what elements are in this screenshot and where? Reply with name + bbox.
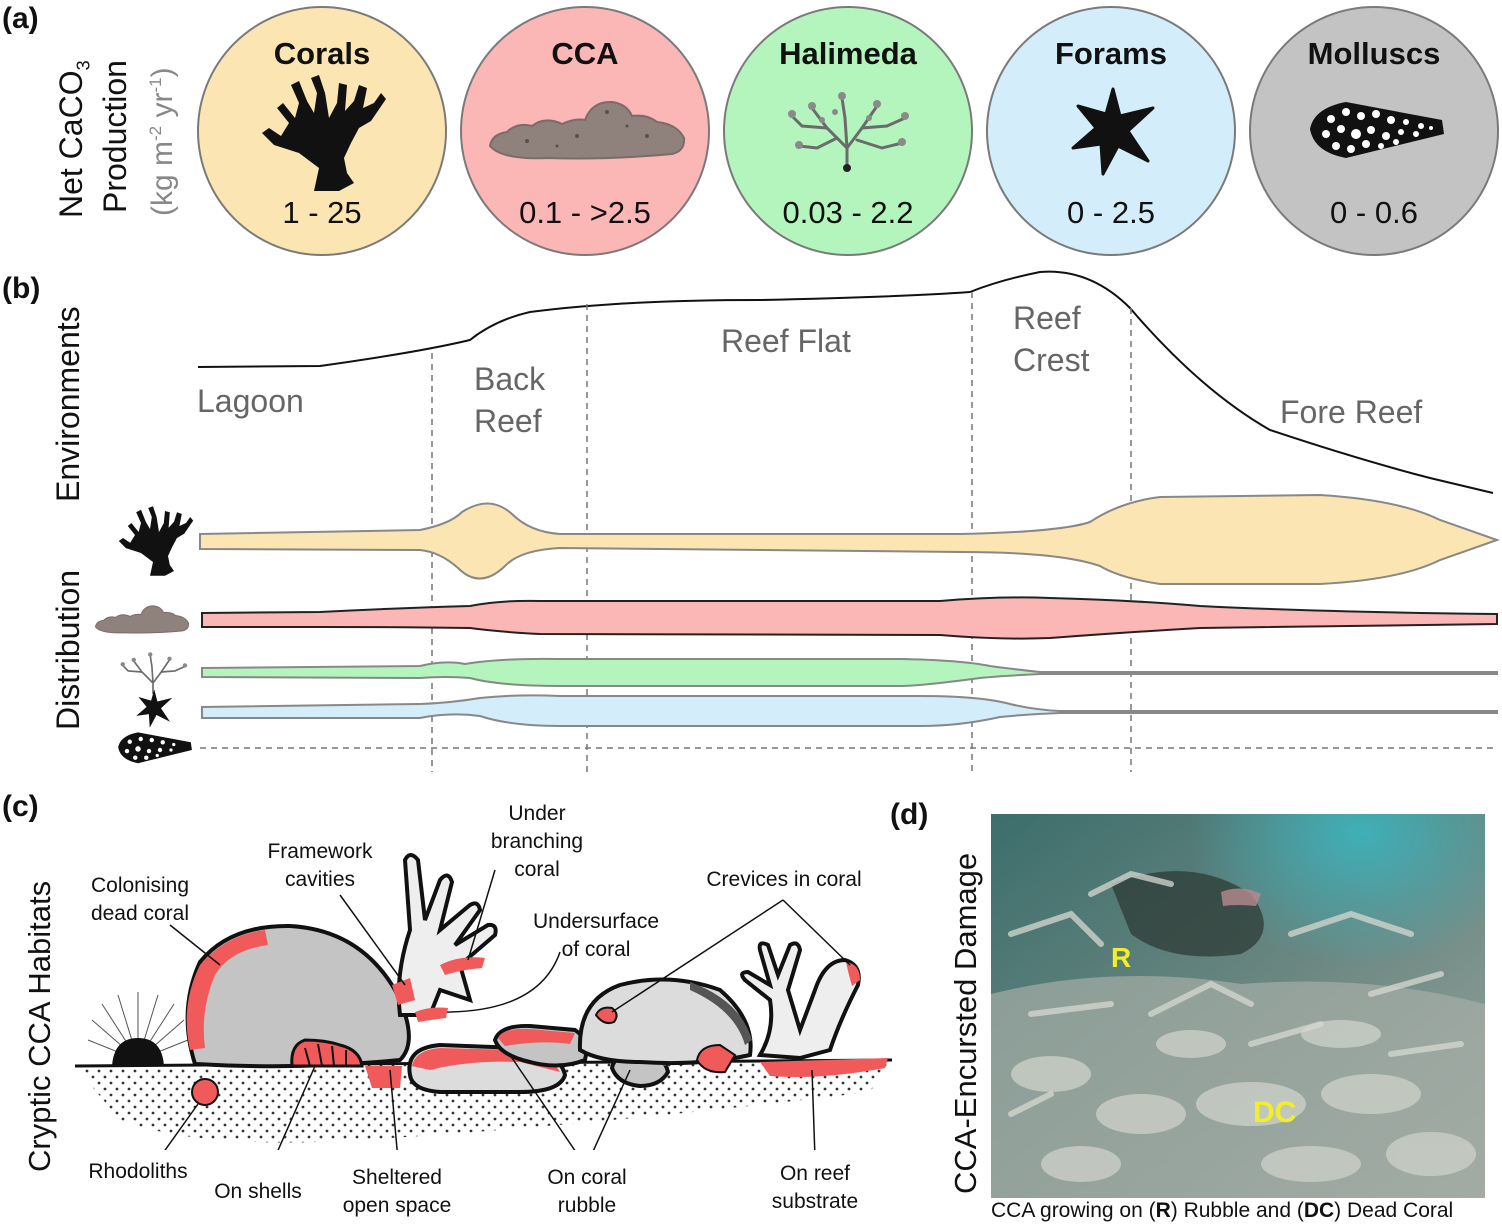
marker-dc: DC [1253,1096,1297,1129]
mollusc-row-icon [118,732,192,764]
molluscs-circle: Molluscs 0 - 0.6 [1249,6,1499,256]
cca-name: CCA [551,36,619,71]
cca-reef-substrate [760,1058,888,1077]
branching-coral [396,853,498,1017]
foram-icon [1071,87,1155,176]
crevices-leader-1 [611,899,784,1013]
label-on-shells: On shells [214,1180,302,1203]
label-on-coral-rubble: On coral rubble [547,1166,627,1217]
right-boulder [577,977,753,1066]
underwater-photo-render [991,814,1485,1198]
mollusc-icon [1310,102,1444,158]
label-sheltered-open-space: Sheltered open space [342,1166,452,1217]
foram-row-icon [136,689,173,728]
panel-a-label: (a) [2,2,39,35]
cca-value: 0.1 - >2.5 [519,195,651,230]
production-units-label: (kg m-2 yr-1) [146,67,179,216]
label-undersurface-of-coral: Undersurface of coral [532,910,660,961]
label-under-branching-coral: Under branching coral [490,802,584,881]
cca-framework [392,978,415,1005]
corals-circle: Corals 1 - 25 [197,6,447,256]
cca-sheltered [365,1066,402,1088]
sediment [75,1062,890,1143]
cca-undersurface [415,1007,448,1022]
zone-reef-flat: Reef Flat [721,323,851,359]
substrate-leader [811,1069,816,1150]
shells-leader [277,1065,316,1150]
rhodolith-leader [164,1103,199,1150]
cca-crevice-1 [594,1006,618,1025]
cca-encrusted-damage-label: CCA-Encursted Damage [948,852,983,1194]
molluscs-name: Molluscs [1307,36,1441,71]
cca-row-icon [94,605,190,634]
rhodolith [191,1078,219,1106]
panel-b-label: (b) [2,272,41,305]
shells [290,1038,364,1068]
cryptic-habitats-label: Cryptic CCA Habitats [22,880,57,1172]
halimeda-distribution-band [201,657,1498,687]
molluscs-value: 0 - 0.6 [1330,195,1418,230]
framework-leader [339,894,406,986]
cca-colonising [186,930,268,1050]
rubble-leader-2 [592,1069,631,1150]
cca-circle: CCA 0.1 - >2.5 [460,6,710,256]
sea-urchin-body [112,1038,164,1066]
label-framework-cavities: Framework cavities [267,840,373,891]
crevices-leader-2 [782,899,851,966]
cryptic-habitats-diagram [74,853,893,1150]
corals-value: 1 - 25 [282,195,362,230]
cca-icon [488,100,686,160]
photo-caption: CCA growing on (R) Rubble and (DC) Dead … [991,1199,1454,1222]
corals-name: Corals [273,36,371,71]
reef-profile-line [197,270,1494,494]
zone-reef-crest: Reef Crest [1013,300,1090,378]
zone-back-reef: Back Reef [474,361,546,439]
label-rhodoliths: Rhodoliths [88,1160,188,1183]
halimeda-circle: Halimeda 0.03 - 2.2 [723,6,973,256]
cca-rubble-2 [498,1028,575,1046]
halimeda-row-icon [120,652,188,695]
forams-circle: Forams 0 - 2.5 [986,6,1236,256]
corals-distribution-band [199,493,1501,585]
halimeda-icon [788,92,909,172]
zone-lagoon: Lagoon [197,383,304,419]
halimeda-value: 0.03 - 2.2 [782,195,914,230]
underwater-photo: R DC [991,814,1485,1198]
panel-c-label: (c) [2,790,39,823]
cca-under-branching [440,957,485,975]
halimeda-name: Halimeda [779,36,917,71]
label-on-reef-substrate: On reef substrate [771,1162,859,1213]
colonising-leader [169,924,221,966]
label-crevices-in-coral: Crevices in coral [706,868,862,891]
forams-value: 0 - 2.5 [1067,195,1155,230]
cca-right-boulder-base [695,1043,737,1074]
coral-icon [262,75,386,191]
cca-distribution-band [201,596,1498,640]
cca-crevice-2 [846,962,860,986]
net-caco3-label: Net CaCO3 [53,60,94,218]
coral-row-icon [118,506,194,576]
reef-profile-chart [94,270,1501,772]
marker-r: R [1111,942,1132,973]
label-colonising-dead-coral: Colonising dead coral [90,874,190,925]
right-boulder-shadow [690,982,752,1045]
right-branching-coral [740,941,861,1061]
forams-name: Forams [1055,36,1167,71]
shell-ridges [304,1043,347,1067]
forams-distribution-band [201,694,1498,727]
sheltered-leader [389,1069,398,1150]
production-label: Production [97,60,133,213]
zone-fore-reef: Fore Reef [1280,394,1423,430]
rubble-leader-1 [509,1054,576,1150]
under-branching-leader [467,869,496,961]
panel-d-label: (d) [890,798,929,831]
